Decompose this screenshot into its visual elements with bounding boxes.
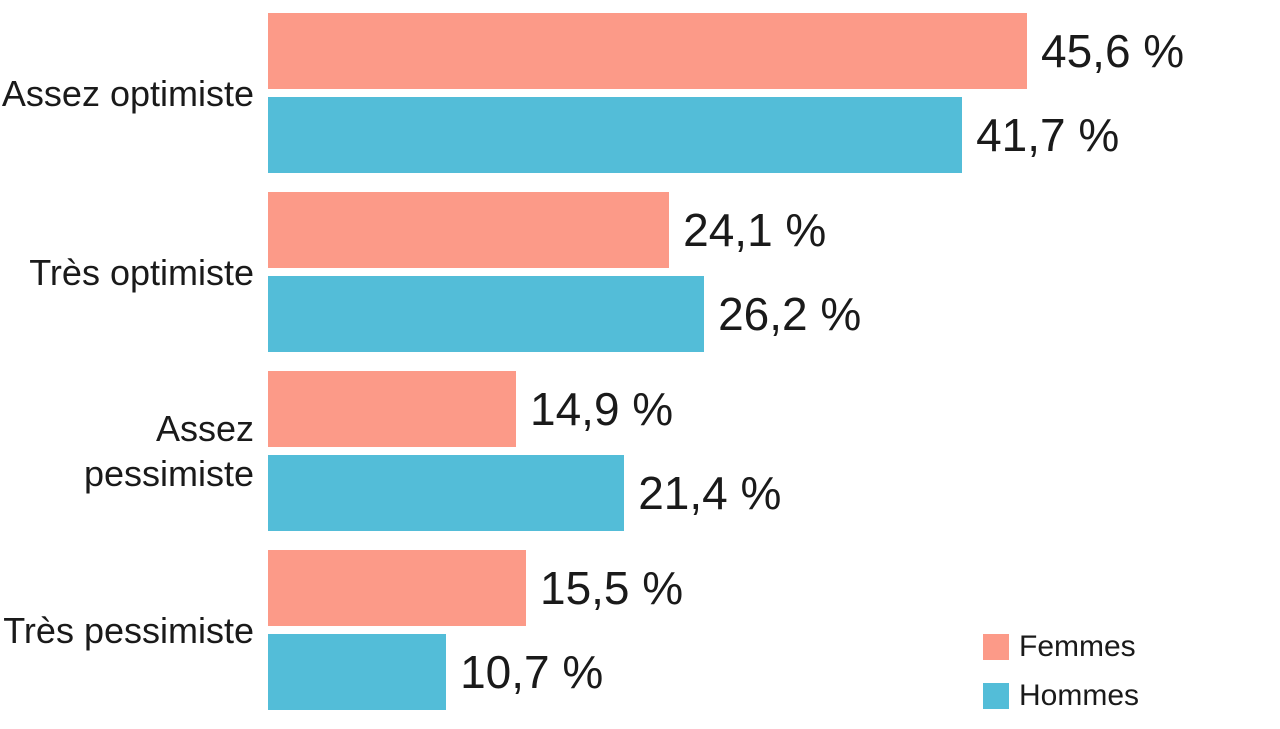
bar-row-hommes: 21,4 % [268, 455, 1280, 531]
bar-femmes [268, 550, 526, 626]
category-label: Très optimiste [29, 251, 254, 293]
bar-value-label: 21,4 % [638, 467, 782, 519]
category-group-assez-pessimiste: Assez pessimiste 14,9 % 21,4 % [0, 371, 1280, 531]
bar-value-label: 26,2 % [718, 288, 862, 340]
category-group-assez-optimiste: Assez optimiste 45,6 % 41,7 % [0, 13, 1280, 173]
bar-row-hommes: 10,7 % [268, 634, 1280, 710]
bar-pair: 45,6 % 41,7 % [268, 13, 1280, 173]
bar-femmes [268, 371, 516, 447]
category-group-tres-optimiste: Très optimiste 24,1 % 26,2 % [0, 192, 1280, 352]
bar-femmes [268, 192, 670, 268]
bar-hommes [268, 276, 705, 352]
legend-item-hommes: Hommes [983, 679, 1139, 713]
bar-value-label: 14,9 % [530, 383, 674, 435]
bar-value-label: 41,7 % [976, 109, 1120, 161]
category-label: Assez optimiste [1, 72, 254, 114]
bar-value-label: 15,5 % [539, 562, 684, 614]
bar-row-hommes: 41,7 % [268, 97, 1280, 173]
legend-label-femmes: Femmes [1019, 630, 1136, 663]
bar-row-femmes: 14,9 % [268, 371, 1280, 447]
legend-label-hommes: Hommes [1019, 679, 1140, 712]
bar-pair: 14,9 % 21,4 % [268, 371, 1280, 531]
bar-hommes [268, 634, 447, 710]
legend-swatch-femmes [983, 634, 1009, 660]
bar-pair: 15,5 % 10,7 % [268, 550, 1280, 710]
bar-hommes [268, 97, 963, 173]
bar-value-label: 24,1 % [683, 204, 827, 256]
bar-row-hommes: 26,2 % [268, 276, 1280, 352]
bar-pair: 24,1 % 26,2 % [268, 192, 1280, 352]
bar-row-femmes: 45,6 % [268, 13, 1280, 89]
bar-femmes [268, 13, 1027, 89]
category-group-tres-pessimiste: Très pessimiste 15,5 % 10,7 % [0, 550, 1280, 710]
legend: Femmes Hommes [983, 630, 1139, 713]
bar-row-femmes: 15,5 % [268, 550, 1280, 626]
category-label: Assez pessimiste [83, 408, 254, 494]
bar-chart: Assez optimiste 45,6 % 41,7 % Très optim… [0, 13, 1280, 729]
bar-value-label: 10,7 % [460, 646, 604, 698]
legend-item-femmes: Femmes [983, 630, 1139, 664]
legend-swatch-hommes [983, 683, 1009, 709]
bar-value-label: 45,6 % [1041, 25, 1185, 77]
bar-row-femmes: 24,1 % [268, 192, 1280, 268]
bar-hommes [268, 455, 625, 531]
category-label: Très pessimiste [3, 609, 254, 651]
